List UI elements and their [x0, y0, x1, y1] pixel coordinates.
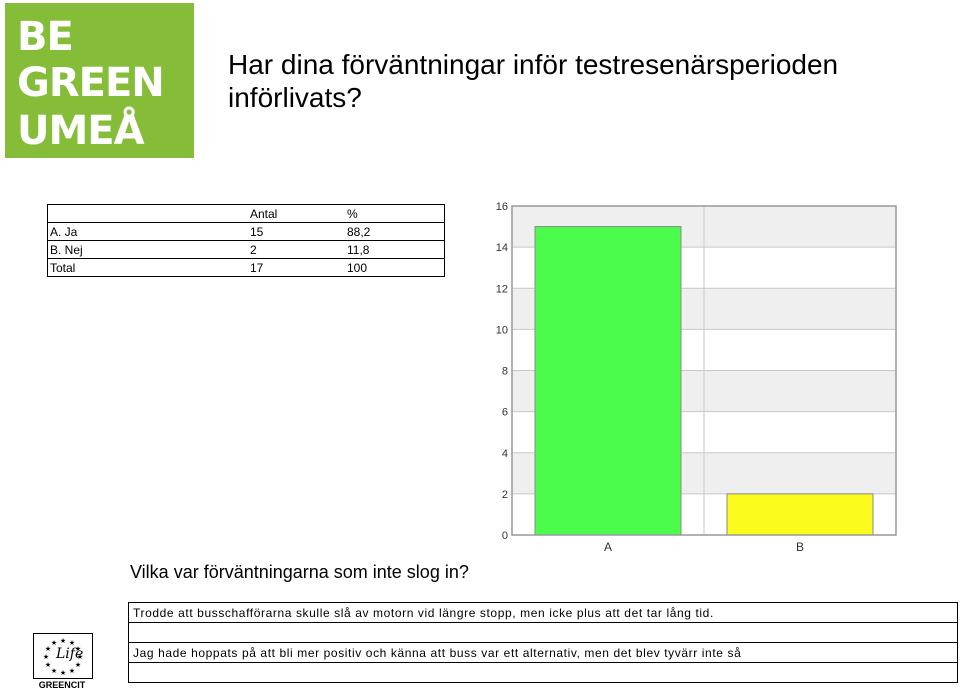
y-tick-label: 6: [502, 407, 508, 419]
plot-border: [511, 205, 897, 536]
response-row: Trodde att busschafförarna skulle slå av…: [128, 602, 958, 623]
bar-chart: 0 2 4 6 8 10 12 14 16 A B: [496, 201, 897, 554]
table-header-row: Antal %: [47, 204, 445, 223]
y-tick-label: 4: [502, 448, 508, 460]
svg-text:★: ★: [45, 661, 51, 669]
svg-text:★: ★: [51, 667, 57, 675]
eu-life-logo: ★ ★ ★ ★ ★ ★ ★ ★ ★ ★ ★ ★ Life GREENCIT: [30, 633, 98, 691]
eu-life-emblem: ★ ★ ★ ★ ★ ★ ★ ★ ★ ★ ★ ★ Life: [33, 633, 93, 679]
page-title: Har dina förväntningar inför testresenär…: [228, 49, 839, 113]
responses-table: Trodde att busschafförarna skulle slå av…: [128, 602, 958, 683]
y-tick-label: 14: [496, 242, 508, 254]
svg-text:★: ★: [75, 645, 81, 653]
response-cell: Trodde att busschafförarna skulle slå av…: [128, 602, 958, 623]
response-cell: [128, 662, 958, 683]
table-row: A. Ja 15 88,2: [47, 222, 445, 241]
eu-stars-icon: ★ ★★ ★★★ ★★★ ★★★: [43, 637, 83, 677]
table-header-cell: Antal: [248, 204, 345, 223]
y-tick-label: 16: [496, 201, 508, 213]
table-cell: 17: [248, 258, 345, 277]
table-cell: 11,8: [345, 240, 445, 259]
svg-text:★: ★: [60, 669, 66, 677]
table-cell: A. Ja: [47, 222, 248, 241]
y-tick-label: 8: [502, 366, 508, 378]
table-cell: 88,2: [345, 222, 445, 241]
response-row: [128, 662, 958, 683]
table-row: Total 17 100: [47, 258, 445, 277]
svg-text:★: ★: [69, 639, 75, 647]
table-cell: Total: [47, 258, 248, 277]
svg-text:★: ★: [45, 645, 51, 653]
results-table: Antal % A. Ja 15 88,2 B. Nej 2 11,8 Tota…: [47, 204, 445, 277]
response-cell: [128, 622, 958, 643]
be-green-umea-logo: BE GREEN UMEÅ: [5, 3, 194, 158]
svg-text:★: ★: [75, 661, 81, 669]
svg-text:★: ★: [60, 637, 66, 645]
table-cell: 2: [248, 240, 345, 259]
bar: [726, 493, 874, 536]
response-row: [128, 622, 958, 643]
svg-text:★: ★: [51, 639, 57, 647]
y-tick-label: 12: [496, 283, 508, 295]
svg-text:★: ★: [43, 653, 49, 661]
table-cell: 100: [345, 258, 445, 277]
life-word: Life: [56, 646, 84, 662]
x-tick-label: A: [604, 540, 612, 554]
y-tick-label: 2: [502, 489, 508, 501]
response-cell: Jag hade hoppats på att bli mer positiv …: [128, 642, 958, 663]
svg-text:★: ★: [69, 667, 75, 675]
table-cell: B. Nej: [47, 240, 248, 259]
question-heading: Vilka var förväntningarna som inte slog …: [130, 562, 469, 582]
logo-line-be: BE: [17, 14, 74, 60]
y-tick-label: 10: [496, 324, 508, 336]
bar: [534, 226, 682, 536]
table-row: B. Nej 2 11,8: [47, 240, 445, 259]
table-cell: 15: [248, 222, 345, 241]
table-header-cell: [47, 204, 248, 223]
logo-line-green: GREEN: [17, 60, 165, 106]
svg-text:★: ★: [77, 653, 83, 661]
y-tick-label: 0: [502, 530, 508, 542]
logo-line-umea: UMEÅ: [17, 108, 145, 154]
table-header-cell: %: [345, 204, 445, 223]
life-caption: GREENCIT: [38, 680, 86, 690]
response-row: Jag hade hoppats på att bli mer positiv …: [128, 642, 958, 663]
x-tick-label: B: [796, 540, 804, 554]
